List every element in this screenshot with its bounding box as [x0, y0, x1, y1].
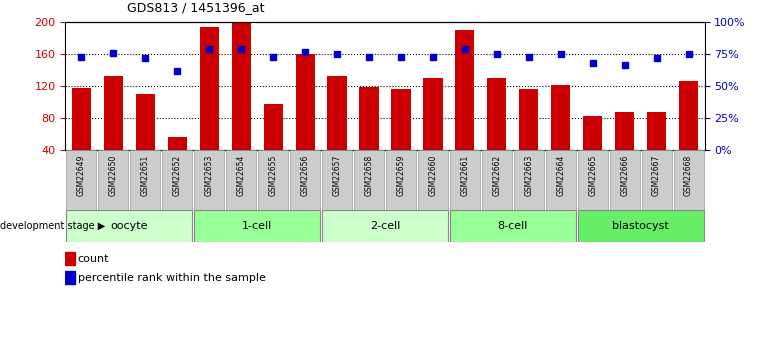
Bar	[360, 87, 379, 182]
Text: GSM22654: GSM22654	[236, 155, 246, 196]
Bar	[455, 30, 474, 182]
Bar	[168, 137, 187, 182]
Point	[171, 68, 183, 74]
Text: GSM22657: GSM22657	[333, 155, 342, 196]
Bar	[199, 27, 219, 182]
Bar	[226, 150, 256, 210]
Point	[587, 60, 599, 66]
Bar	[647, 112, 666, 182]
Bar	[65, 252, 75, 266]
Bar	[674, 150, 704, 210]
Text: GSM22658: GSM22658	[364, 155, 373, 196]
Text: development stage ▶: development stage ▶	[0, 221, 105, 231]
Bar	[418, 150, 448, 210]
Text: GSM22667: GSM22667	[652, 155, 661, 196]
Text: GSM22651: GSM22651	[141, 155, 150, 196]
Point	[651, 56, 663, 61]
Point	[203, 47, 216, 52]
Text: GSM22668: GSM22668	[684, 155, 693, 196]
Text: GSM22649: GSM22649	[77, 155, 86, 196]
Bar	[72, 88, 91, 182]
Bar	[66, 150, 96, 210]
Text: GSM22650: GSM22650	[109, 155, 118, 196]
Bar	[519, 89, 538, 182]
Text: count: count	[78, 254, 109, 264]
Bar	[194, 150, 224, 210]
Point	[490, 51, 503, 57]
Bar	[391, 89, 410, 182]
Point	[299, 49, 311, 55]
Bar	[263, 104, 283, 182]
Text: GDS813 / 1451396_at: GDS813 / 1451396_at	[127, 1, 265, 14]
Bar	[327, 76, 346, 182]
Text: 2-cell: 2-cell	[370, 221, 400, 231]
Text: GSM22664: GSM22664	[556, 155, 565, 196]
Bar	[450, 210, 576, 241]
Text: 8-cell: 8-cell	[497, 221, 528, 231]
Bar	[578, 210, 704, 241]
Bar	[551, 86, 571, 182]
Bar	[482, 150, 512, 210]
Bar	[99, 150, 129, 210]
Bar	[322, 150, 352, 210]
Bar	[514, 150, 544, 210]
Bar	[258, 150, 288, 210]
Bar	[296, 54, 315, 182]
Text: GSM22660: GSM22660	[428, 155, 437, 196]
Point	[618, 62, 631, 67]
Text: GSM22665: GSM22665	[588, 155, 598, 196]
Bar	[354, 150, 384, 210]
Point	[235, 47, 247, 52]
Bar	[450, 150, 480, 210]
Text: GSM22659: GSM22659	[397, 155, 406, 196]
Bar	[386, 150, 416, 210]
Text: oocyte: oocyte	[111, 221, 148, 231]
Bar	[104, 76, 123, 182]
Bar	[546, 150, 576, 210]
Point	[267, 54, 280, 60]
Point	[75, 54, 88, 60]
Point	[107, 50, 119, 56]
Text: GSM22661: GSM22661	[460, 155, 470, 196]
Point	[395, 54, 407, 60]
Bar	[679, 81, 698, 182]
Text: 1-cell: 1-cell	[242, 221, 273, 231]
Text: GSM22666: GSM22666	[620, 155, 629, 196]
Text: GSM22653: GSM22653	[205, 155, 214, 196]
Point	[331, 51, 343, 57]
Bar	[130, 150, 160, 210]
Text: percentile rank within the sample: percentile rank within the sample	[78, 273, 266, 283]
Point	[427, 54, 439, 60]
Text: GSM22662: GSM22662	[492, 155, 501, 196]
Point	[139, 56, 152, 61]
Bar	[615, 112, 634, 182]
Bar	[487, 78, 507, 182]
Bar	[162, 150, 192, 210]
Bar	[424, 78, 443, 182]
Point	[554, 51, 567, 57]
Bar	[610, 150, 640, 210]
Point	[459, 47, 471, 52]
Point	[682, 51, 695, 57]
Bar	[136, 94, 155, 182]
Bar	[290, 150, 320, 210]
Text: GSM22663: GSM22663	[524, 155, 534, 196]
Text: GSM22652: GSM22652	[172, 155, 182, 196]
Text: GSM22655: GSM22655	[269, 155, 278, 196]
Bar	[65, 271, 75, 284]
Text: blastocyst: blastocyst	[612, 221, 669, 231]
Point	[363, 54, 375, 60]
Text: GSM22656: GSM22656	[300, 155, 310, 196]
Point	[523, 54, 535, 60]
Bar	[322, 210, 448, 241]
Bar	[641, 150, 671, 210]
Bar	[578, 150, 608, 210]
Bar	[66, 210, 192, 241]
Bar	[194, 210, 320, 241]
Bar	[232, 22, 251, 182]
Bar	[583, 116, 602, 182]
